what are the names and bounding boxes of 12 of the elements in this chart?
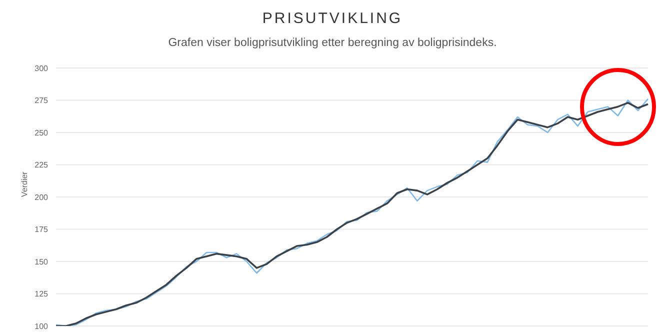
y-tick-label: 125 bbox=[34, 290, 49, 299]
y-tick-label: 250 bbox=[34, 128, 49, 138]
y-axis-title: Verdier bbox=[20, 171, 29, 197]
chart-subtitle: Grafen viser boligprisutvikling etter beregning av boligprisindeks. bbox=[167, 37, 498, 49]
y-tick-label: 175 bbox=[34, 225, 49, 234]
y-tick-label: 150 bbox=[34, 257, 49, 266]
y-tick-label: 225 bbox=[34, 160, 49, 170]
y-tick-label: 200 bbox=[34, 192, 49, 202]
y-tick-label: 100 bbox=[34, 322, 49, 331]
chart-title: PRISUTVIKLING bbox=[261, 10, 404, 27]
y-tick-label: 300 bbox=[34, 64, 49, 73]
y-tick-label: 275 bbox=[34, 96, 49, 106]
